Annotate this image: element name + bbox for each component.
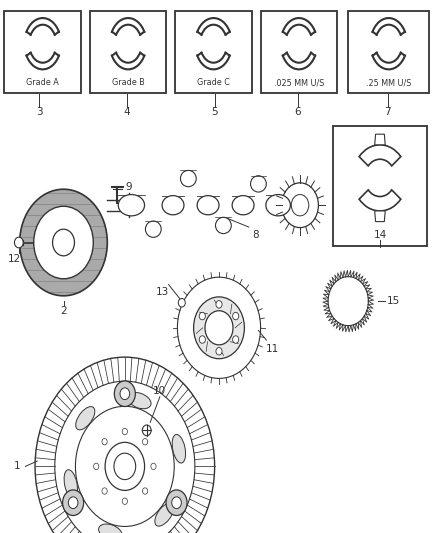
Circle shape	[233, 336, 239, 343]
Circle shape	[63, 490, 84, 515]
Text: 7: 7	[384, 107, 391, 117]
Ellipse shape	[197, 196, 219, 215]
Ellipse shape	[162, 196, 184, 215]
Circle shape	[34, 206, 93, 279]
Circle shape	[14, 237, 23, 248]
Ellipse shape	[155, 503, 174, 526]
Text: 1: 1	[13, 462, 20, 471]
Circle shape	[282, 183, 318, 228]
Circle shape	[142, 488, 148, 494]
Text: 13: 13	[155, 287, 169, 297]
Text: 9: 9	[125, 182, 132, 191]
Circle shape	[216, 301, 222, 308]
Ellipse shape	[232, 196, 254, 215]
Ellipse shape	[145, 221, 161, 237]
Ellipse shape	[99, 524, 122, 533]
Text: 6: 6	[294, 107, 301, 117]
Circle shape	[216, 348, 222, 355]
Circle shape	[205, 311, 233, 345]
Text: 8: 8	[252, 230, 258, 240]
Text: 10: 10	[153, 386, 166, 395]
Bar	[4, 11, 81, 93]
Bar	[90, 11, 166, 93]
Bar	[175, 11, 252, 93]
Ellipse shape	[266, 195, 290, 216]
Circle shape	[122, 429, 127, 435]
Text: Grade B: Grade B	[112, 78, 145, 87]
Ellipse shape	[172, 434, 186, 463]
Bar	[333, 126, 427, 246]
Ellipse shape	[64, 470, 78, 498]
Circle shape	[53, 229, 74, 256]
Circle shape	[94, 463, 99, 470]
Text: 5: 5	[211, 107, 218, 117]
Text: .25 MM U/S: .25 MM U/S	[366, 78, 411, 87]
Ellipse shape	[251, 176, 266, 192]
Text: 4: 4	[124, 107, 131, 117]
Circle shape	[178, 298, 185, 307]
Text: Grade A: Grade A	[26, 78, 59, 87]
Circle shape	[102, 488, 107, 494]
Circle shape	[105, 442, 145, 490]
Circle shape	[166, 490, 187, 515]
Circle shape	[114, 453, 136, 480]
Circle shape	[68, 497, 78, 508]
Circle shape	[291, 195, 309, 216]
Ellipse shape	[118, 195, 145, 216]
Text: 11: 11	[266, 344, 279, 354]
Circle shape	[172, 497, 181, 508]
Circle shape	[142, 439, 148, 445]
Text: .025 MM U/S: .025 MM U/S	[274, 78, 324, 87]
Circle shape	[199, 336, 205, 343]
Circle shape	[122, 498, 127, 504]
Text: 3: 3	[36, 107, 43, 117]
Text: 2: 2	[60, 306, 67, 317]
Circle shape	[142, 425, 151, 435]
Circle shape	[114, 381, 135, 407]
Bar	[348, 11, 429, 93]
Bar	[261, 11, 337, 93]
Polygon shape	[374, 134, 385, 145]
Text: 15: 15	[387, 296, 400, 306]
Ellipse shape	[76, 407, 95, 430]
Text: 12: 12	[8, 254, 21, 264]
Circle shape	[194, 297, 244, 359]
Circle shape	[233, 312, 239, 320]
Circle shape	[120, 388, 130, 400]
Ellipse shape	[127, 392, 151, 409]
Ellipse shape	[180, 171, 196, 187]
Text: 14: 14	[373, 230, 387, 240]
Polygon shape	[374, 211, 385, 222]
Circle shape	[199, 312, 205, 320]
Circle shape	[102, 439, 107, 445]
Text: Grade C: Grade C	[197, 78, 230, 87]
Polygon shape	[20, 189, 107, 296]
Circle shape	[151, 463, 156, 470]
Ellipse shape	[215, 217, 231, 233]
